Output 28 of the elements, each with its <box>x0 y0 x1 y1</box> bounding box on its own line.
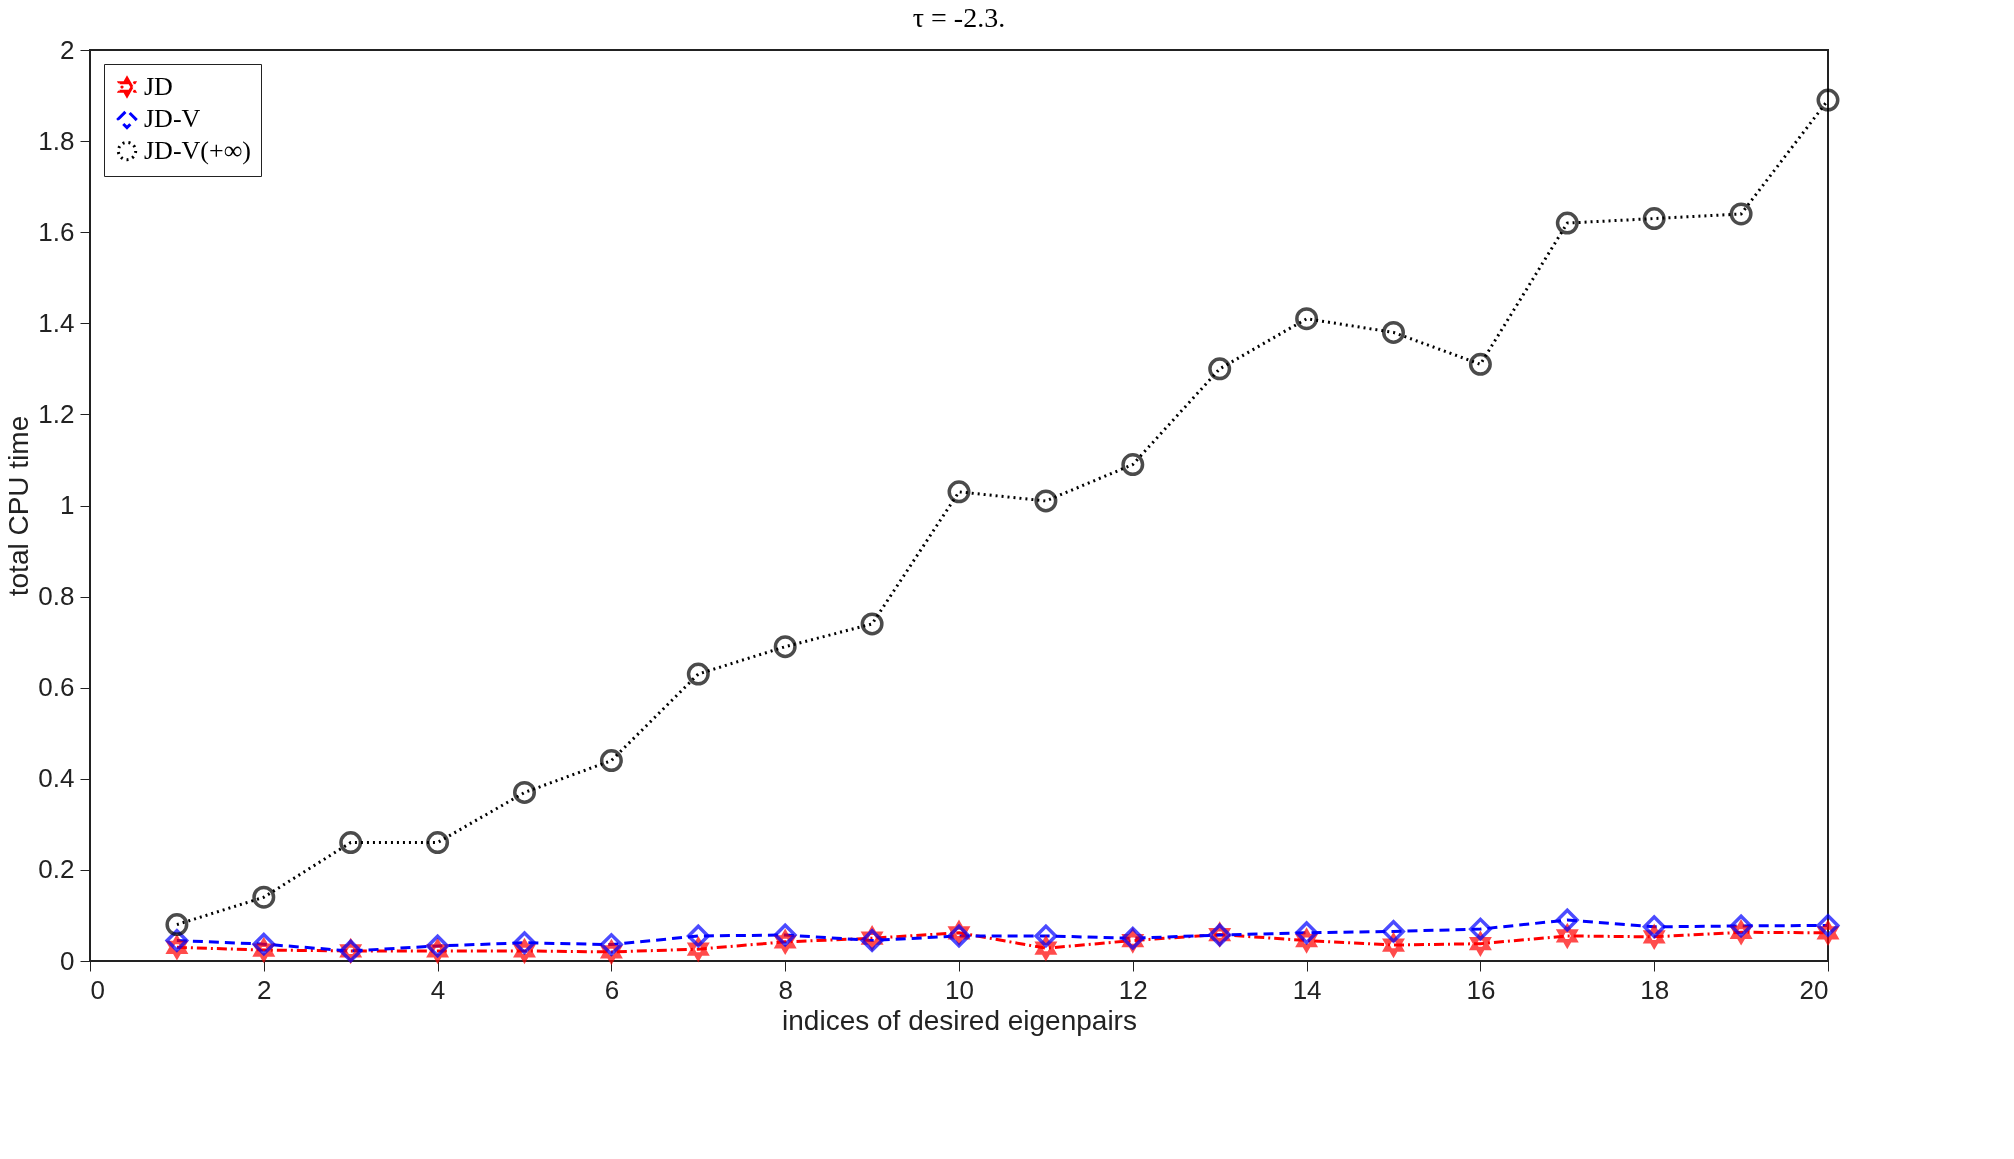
legend-label: JD-V <box>144 104 201 133</box>
x-tick-label: 2 <box>257 974 272 1005</box>
x-tick-label: 20 <box>1799 974 1829 1005</box>
y-tick-label: 1.2 <box>38 398 75 429</box>
legend-label: JD-V(+∞) <box>144 136 251 165</box>
y-tick-label: 0.4 <box>38 763 75 794</box>
x-tick-label: 14 <box>1292 974 1322 1005</box>
y-tick-label: 1.4 <box>38 307 75 338</box>
y-tick-label: 2 <box>60 34 75 65</box>
x-tick-label: 0 <box>90 974 105 1005</box>
y-tick-label: 0.6 <box>38 672 75 703</box>
y-tick-label: 1.8 <box>38 125 75 156</box>
y-tick-label: 0.8 <box>38 581 75 612</box>
x-tick-label: 6 <box>604 974 620 1005</box>
x-tick-label: 10 <box>945 974 974 1005</box>
x-tick-label: 18 <box>1640 974 1670 1005</box>
x-tick-label: 12 <box>1118 974 1148 1005</box>
chart-title: τ = -2.3. <box>912 2 1006 33</box>
x-tick-label: 8 <box>778 974 793 1005</box>
y-tick-label: 0.2 <box>38 854 75 885</box>
legend-label: JD <box>144 72 173 101</box>
y-tick-label: 1.6 <box>38 216 75 247</box>
y-tick-label: 0 <box>60 945 75 976</box>
x-tick-label: 4 <box>430 974 446 1005</box>
x-tick-label: 16 <box>1466 974 1496 1005</box>
y-axis-title: total CPU time <box>3 415 35 597</box>
y-tick-label: 1 <box>60 490 75 520</box>
x-axis-title: indices of desired eigenpairs <box>782 1004 1137 1036</box>
